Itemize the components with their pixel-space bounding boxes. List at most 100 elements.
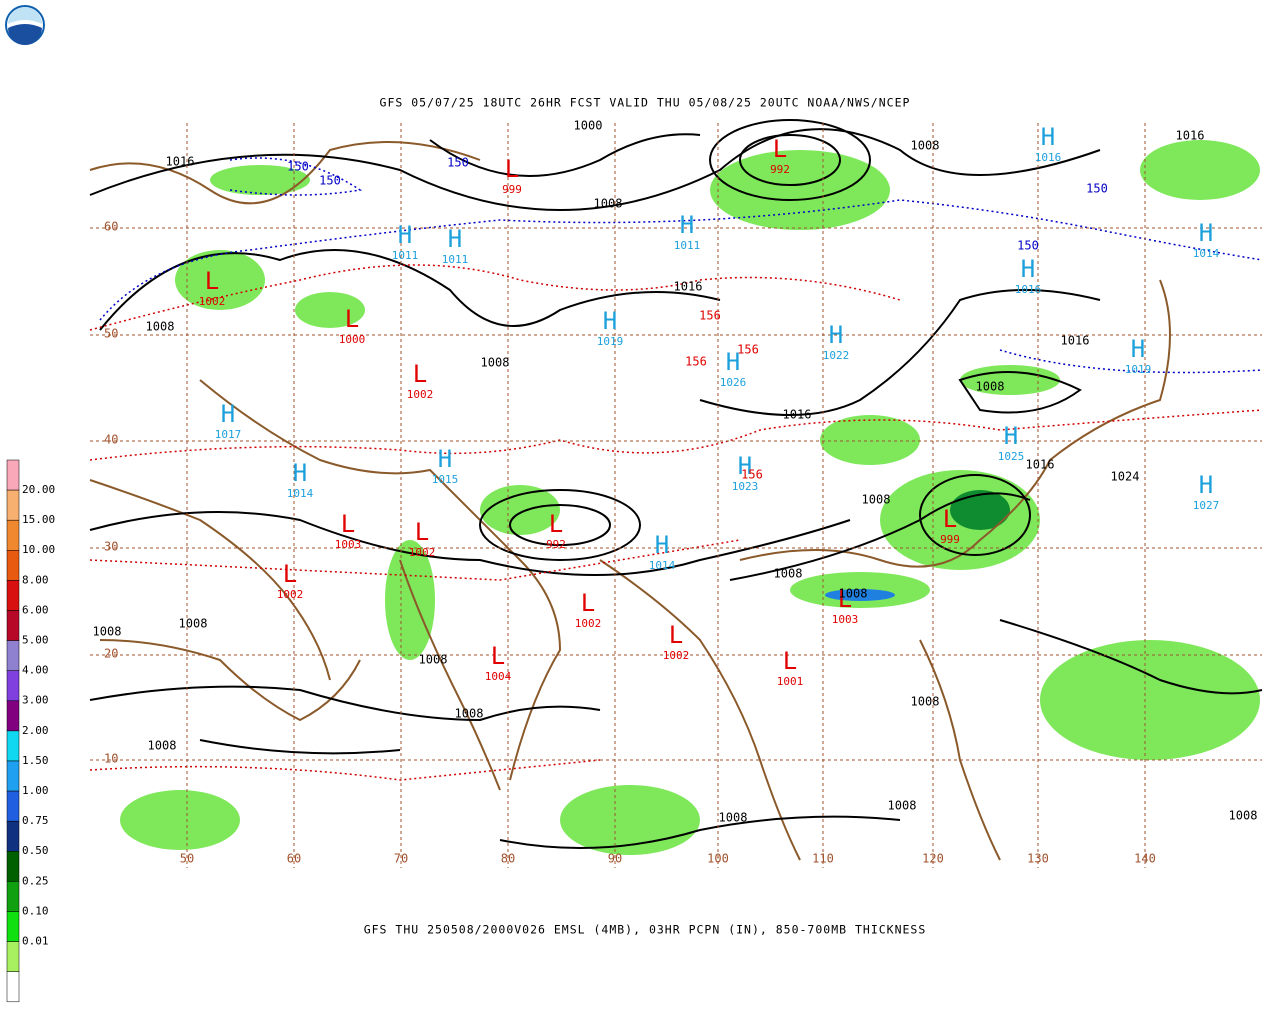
legend-swatch bbox=[6, 941, 20, 972]
center-value: 1015 bbox=[432, 473, 459, 486]
legend-label: 6.00 bbox=[22, 603, 49, 616]
center-value: 1014 bbox=[649, 559, 676, 572]
lon-label: 70 bbox=[394, 852, 408, 866]
center-letter: H bbox=[1004, 422, 1018, 450]
isobar-label: 1016 bbox=[166, 155, 195, 169]
center-letter: L bbox=[345, 305, 359, 333]
map-caption: GFS THU 250508/2000V026 EMSL (4MB), 03HR… bbox=[364, 923, 927, 937]
center-letter: L bbox=[505, 155, 519, 183]
legend-swatch bbox=[6, 519, 20, 551]
isobar-label: 1008 bbox=[839, 587, 868, 601]
thickness-label: 156 bbox=[685, 355, 707, 369]
isobar-label: 1008 bbox=[481, 356, 510, 370]
center-letter: L bbox=[549, 510, 563, 538]
isobar-label: 1008 bbox=[93, 625, 122, 639]
center-value: 1002 bbox=[663, 649, 690, 662]
lat-label: 20 bbox=[104, 647, 118, 661]
center-letter: L bbox=[491, 642, 505, 670]
center-value: 1003 bbox=[335, 538, 362, 551]
center-letter: L bbox=[283, 560, 297, 588]
lon-label: 80 bbox=[501, 852, 515, 866]
legend-swatch bbox=[6, 700, 20, 732]
isobar-label: 1008 bbox=[774, 567, 803, 581]
thickness-label: 156 bbox=[741, 468, 763, 482]
center-value: 1026 bbox=[720, 376, 747, 389]
center-letter: L bbox=[205, 267, 219, 295]
lon-label: 50 bbox=[180, 852, 194, 866]
isobar-label: 1008 bbox=[1229, 809, 1258, 823]
center-value: 1011 bbox=[392, 249, 419, 262]
center-letter: H bbox=[1131, 335, 1145, 363]
thickness-label: 156 bbox=[699, 309, 721, 323]
center-letter: H bbox=[293, 459, 307, 487]
thickness-label: 150 bbox=[319, 174, 341, 188]
center-value: 1004 bbox=[485, 670, 512, 683]
thickness-label: 150 bbox=[287, 160, 309, 174]
center-letter: L bbox=[773, 135, 787, 163]
legend-swatch bbox=[6, 580, 20, 611]
map-title: GFS 05/07/25 18UTC 26HR FCST VALID THU 0… bbox=[380, 96, 911, 110]
isobar-label: 1008 bbox=[594, 197, 623, 211]
thickness-label: 150 bbox=[447, 156, 469, 170]
center-value: 1002 bbox=[407, 388, 434, 401]
lat-label: 30 bbox=[104, 540, 118, 554]
center-value: 1002 bbox=[575, 617, 602, 630]
legend-swatch bbox=[6, 489, 20, 521]
center-value: 1011 bbox=[674, 239, 701, 252]
lon-label: 120 bbox=[922, 852, 944, 866]
legend-label: 0.10 bbox=[22, 904, 49, 917]
center-letter: H bbox=[438, 445, 452, 473]
lat-label: 40 bbox=[104, 433, 118, 447]
isobar-label: 1008 bbox=[148, 739, 177, 753]
legend-label: 8.00 bbox=[22, 573, 49, 586]
legend-swatch bbox=[6, 670, 20, 702]
center-value: 1022 bbox=[823, 349, 850, 362]
center-letter: L bbox=[413, 360, 427, 388]
center-letter: L bbox=[341, 510, 355, 538]
isobar-label: 1008 bbox=[862, 493, 891, 507]
thickness-contours bbox=[89, 157, 1263, 781]
center-letter: H bbox=[726, 348, 740, 376]
center-letter: H bbox=[1021, 255, 1035, 283]
isobar-label: 1008 bbox=[455, 707, 484, 721]
center-value: 1019 bbox=[1125, 363, 1152, 376]
lon-label: 110 bbox=[812, 852, 834, 866]
center-value: 1027 bbox=[1193, 499, 1220, 512]
legend-label: 5.00 bbox=[22, 634, 49, 647]
lat-lon-grid bbox=[90, 123, 1262, 868]
isobar-label: 1008 bbox=[911, 139, 940, 153]
legend-label: 0.75 bbox=[22, 814, 49, 827]
map-frame bbox=[90, 123, 1262, 868]
lat-label: 50 bbox=[104, 327, 118, 341]
center-letter: L bbox=[581, 589, 595, 617]
legend-swatch bbox=[6, 550, 20, 581]
center-letter: H bbox=[1041, 123, 1055, 151]
center-letter: L bbox=[838, 585, 852, 613]
center-value: 992 bbox=[770, 163, 790, 176]
legend-swatch bbox=[6, 459, 20, 491]
legend-label: 10.00 bbox=[22, 543, 55, 556]
center-value: 1025 bbox=[998, 450, 1025, 463]
center-value: 1017 bbox=[215, 428, 242, 441]
isobar-label: 1008 bbox=[719, 811, 748, 825]
center-value: 999 bbox=[502, 183, 522, 196]
center-value: 1001 bbox=[777, 675, 804, 688]
center-letter: H bbox=[448, 225, 462, 253]
isobar-label: 1024 bbox=[1111, 470, 1140, 484]
isobar-label: 1016 bbox=[1026, 458, 1055, 472]
isobar-label: 1008 bbox=[419, 653, 448, 667]
center-value: 1011 bbox=[442, 253, 469, 266]
legend-swatch bbox=[6, 971, 20, 1003]
center-value: 1002 bbox=[277, 588, 304, 601]
legend-swatch bbox=[6, 881, 20, 912]
lon-label: 140 bbox=[1134, 852, 1156, 866]
legend-label: 3.00 bbox=[22, 694, 49, 707]
lon-label: 60 bbox=[287, 852, 301, 866]
isobar-label: 1016 bbox=[783, 408, 812, 422]
center-letter: L bbox=[415, 518, 429, 546]
center-value: 1016 bbox=[1035, 151, 1062, 164]
center-letter: L bbox=[783, 647, 797, 675]
isobar-label: 1000 bbox=[574, 119, 603, 133]
